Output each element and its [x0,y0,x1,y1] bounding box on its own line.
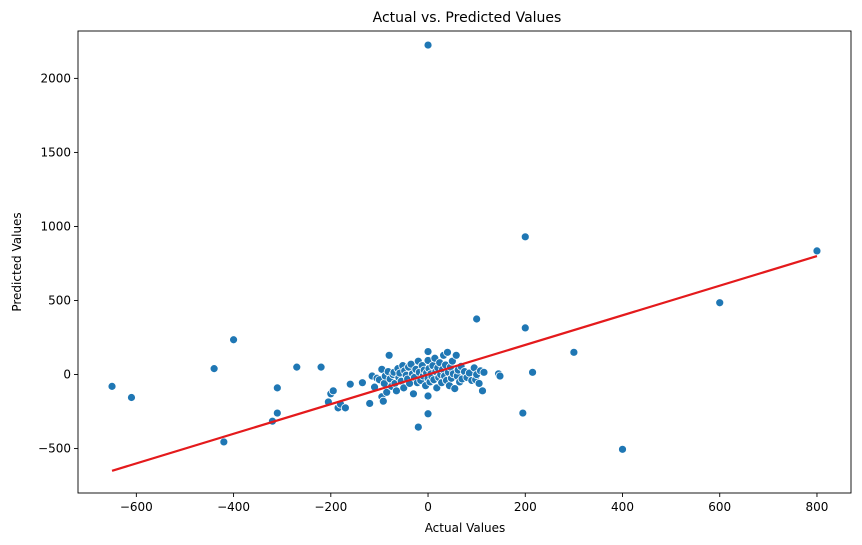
data-point [107,381,117,391]
data-point [450,384,460,394]
y-tick-label: 2000 [40,71,71,85]
data-point [345,379,355,389]
data-point [478,386,487,396]
data-point [569,347,579,357]
x-tick-label: 400 [611,500,634,514]
data-point [365,399,375,408]
data-point [528,367,537,377]
data-point [423,409,433,419]
y-axis-label: Predicted Values [10,212,24,311]
data-point [399,383,409,393]
data-point [272,383,282,393]
x-tick-label: −400 [217,500,250,514]
data-point [812,246,822,256]
data-point [340,403,350,413]
y-axis: −500 0 500 1000 1500 2000 [38,71,78,456]
reference-line [111,255,818,472]
data-point [358,378,367,388]
x-tick-label: −200 [314,500,347,514]
chart-title: Actual vs. Predicted Values [373,10,562,26]
x-axis-label: Actual Values [425,521,506,535]
data-point [127,393,136,402]
x-tick-label: 600 [708,500,731,514]
y-tick-label: −500 [38,442,71,456]
data-point [520,323,530,333]
data-point [229,335,238,345]
data-point [219,437,229,447]
y-tick-label: 1000 [40,219,71,233]
points-layer [107,40,822,454]
data-point [392,386,401,396]
data-point [378,396,388,406]
data-point [384,350,394,360]
x-tick-label: 0 [424,500,432,514]
x-axis: −600 −400 −200 0 200 400 600 800 [120,493,829,514]
plot-area [77,30,852,494]
data-point [272,408,282,418]
data-point [479,367,489,377]
data-point [715,298,725,308]
data-point [423,391,433,401]
data-point [495,371,505,381]
x-tick-label: 800 [806,500,829,514]
y-tick-label: 1500 [40,145,71,159]
data-point [474,379,484,388]
x-tick-label: 200 [514,500,537,514]
x-tick-label: −600 [120,500,153,514]
data-point [382,387,392,397]
y-tick-label: 0 [63,368,71,382]
data-point [316,362,326,372]
data-point [518,408,528,418]
y-tick-label: 500 [48,294,71,308]
data-point [292,362,302,372]
data-point [443,347,452,357]
data-point [472,314,482,324]
data-point [423,40,433,50]
data-point [451,350,461,360]
data-point [520,232,530,242]
data-point [409,389,418,399]
data-point [413,422,423,432]
data-point [328,386,338,396]
data-point [209,364,219,374]
data-point [618,444,627,454]
data-point [423,347,433,356]
